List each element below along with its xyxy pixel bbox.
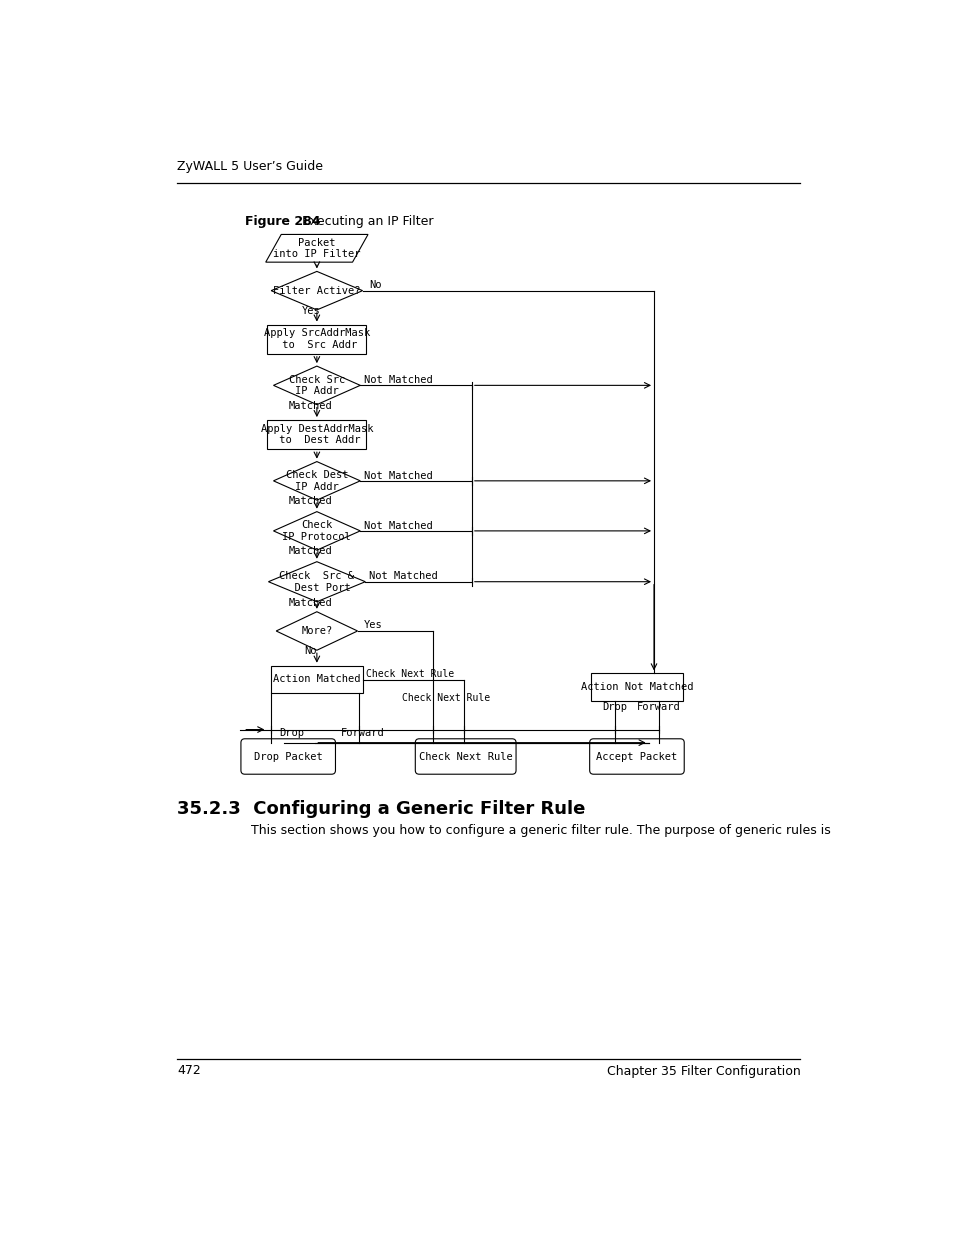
Text: Check Next Rule: Check Next Rule	[366, 669, 455, 679]
Text: Packet
into IP Filter: Packet into IP Filter	[273, 237, 360, 259]
Text: 35.2.3  Configuring a Generic Filter Rule: 35.2.3 Configuring a Generic Filter Rule	[177, 800, 585, 818]
Text: Drop Packet: Drop Packet	[253, 752, 322, 762]
Text: Not Matched: Not Matched	[364, 375, 433, 385]
Text: More?: More?	[301, 626, 333, 636]
Text: Action Matched: Action Matched	[273, 674, 360, 684]
Text: Not Matched: Not Matched	[364, 521, 433, 531]
Text: Figure 284: Figure 284	[245, 215, 320, 227]
Text: Check Dest
IP Addr: Check Dest IP Addr	[285, 471, 348, 492]
Text: Matched: Matched	[289, 598, 333, 608]
Text: Check Next Rule: Check Next Rule	[402, 693, 490, 703]
Text: Filter Active?: Filter Active?	[273, 285, 360, 295]
Text: Not Matched: Not Matched	[364, 471, 433, 480]
Text: Action Not Matched: Action Not Matched	[580, 682, 693, 692]
Bar	[271, 666, 362, 693]
Text: Check  Src &
  Dest Port: Check Src & Dest Port	[279, 571, 354, 593]
Text: Matched: Matched	[289, 496, 333, 506]
Text: Apply DestAddrMask
 to  Dest Addr: Apply DestAddrMask to Dest Addr	[260, 424, 373, 446]
Text: Drop: Drop	[602, 703, 627, 713]
Text: Check Src
IP Addr: Check Src IP Addr	[289, 374, 345, 396]
Text: Chapter 35 Filter Configuration: Chapter 35 Filter Configuration	[606, 1065, 800, 1077]
Bar	[591, 673, 682, 701]
Bar	[267, 325, 366, 353]
Text: Check
IP Protocol: Check IP Protocol	[282, 520, 351, 542]
Text: Accept Packet: Accept Packet	[596, 752, 677, 762]
Text: Check Next Rule: Check Next Rule	[418, 752, 512, 762]
Text: Forward: Forward	[636, 703, 679, 713]
Text: Matched: Matched	[289, 401, 333, 411]
Text: No: No	[304, 646, 316, 656]
Text: Yes: Yes	[301, 306, 319, 316]
Text: No: No	[369, 280, 381, 290]
Text: Drop: Drop	[279, 729, 304, 739]
Text: Not Matched: Not Matched	[369, 572, 437, 582]
Text: This section shows you how to configure a generic filter rule. The purpose of ge: This section shows you how to configure …	[251, 824, 830, 837]
Text: Apply SrcAddrMask
 to  Src Addr: Apply SrcAddrMask to Src Addr	[263, 329, 370, 350]
Text: Yes: Yes	[363, 620, 382, 630]
Text: Executing an IP Filter: Executing an IP Filter	[290, 215, 433, 227]
Text: 472: 472	[177, 1065, 201, 1077]
Text: ZyWALL 5 User’s Guide: ZyWALL 5 User’s Guide	[177, 159, 323, 173]
Text: Forward: Forward	[340, 729, 384, 739]
Bar	[267, 420, 366, 450]
Text: Matched: Matched	[289, 546, 333, 556]
